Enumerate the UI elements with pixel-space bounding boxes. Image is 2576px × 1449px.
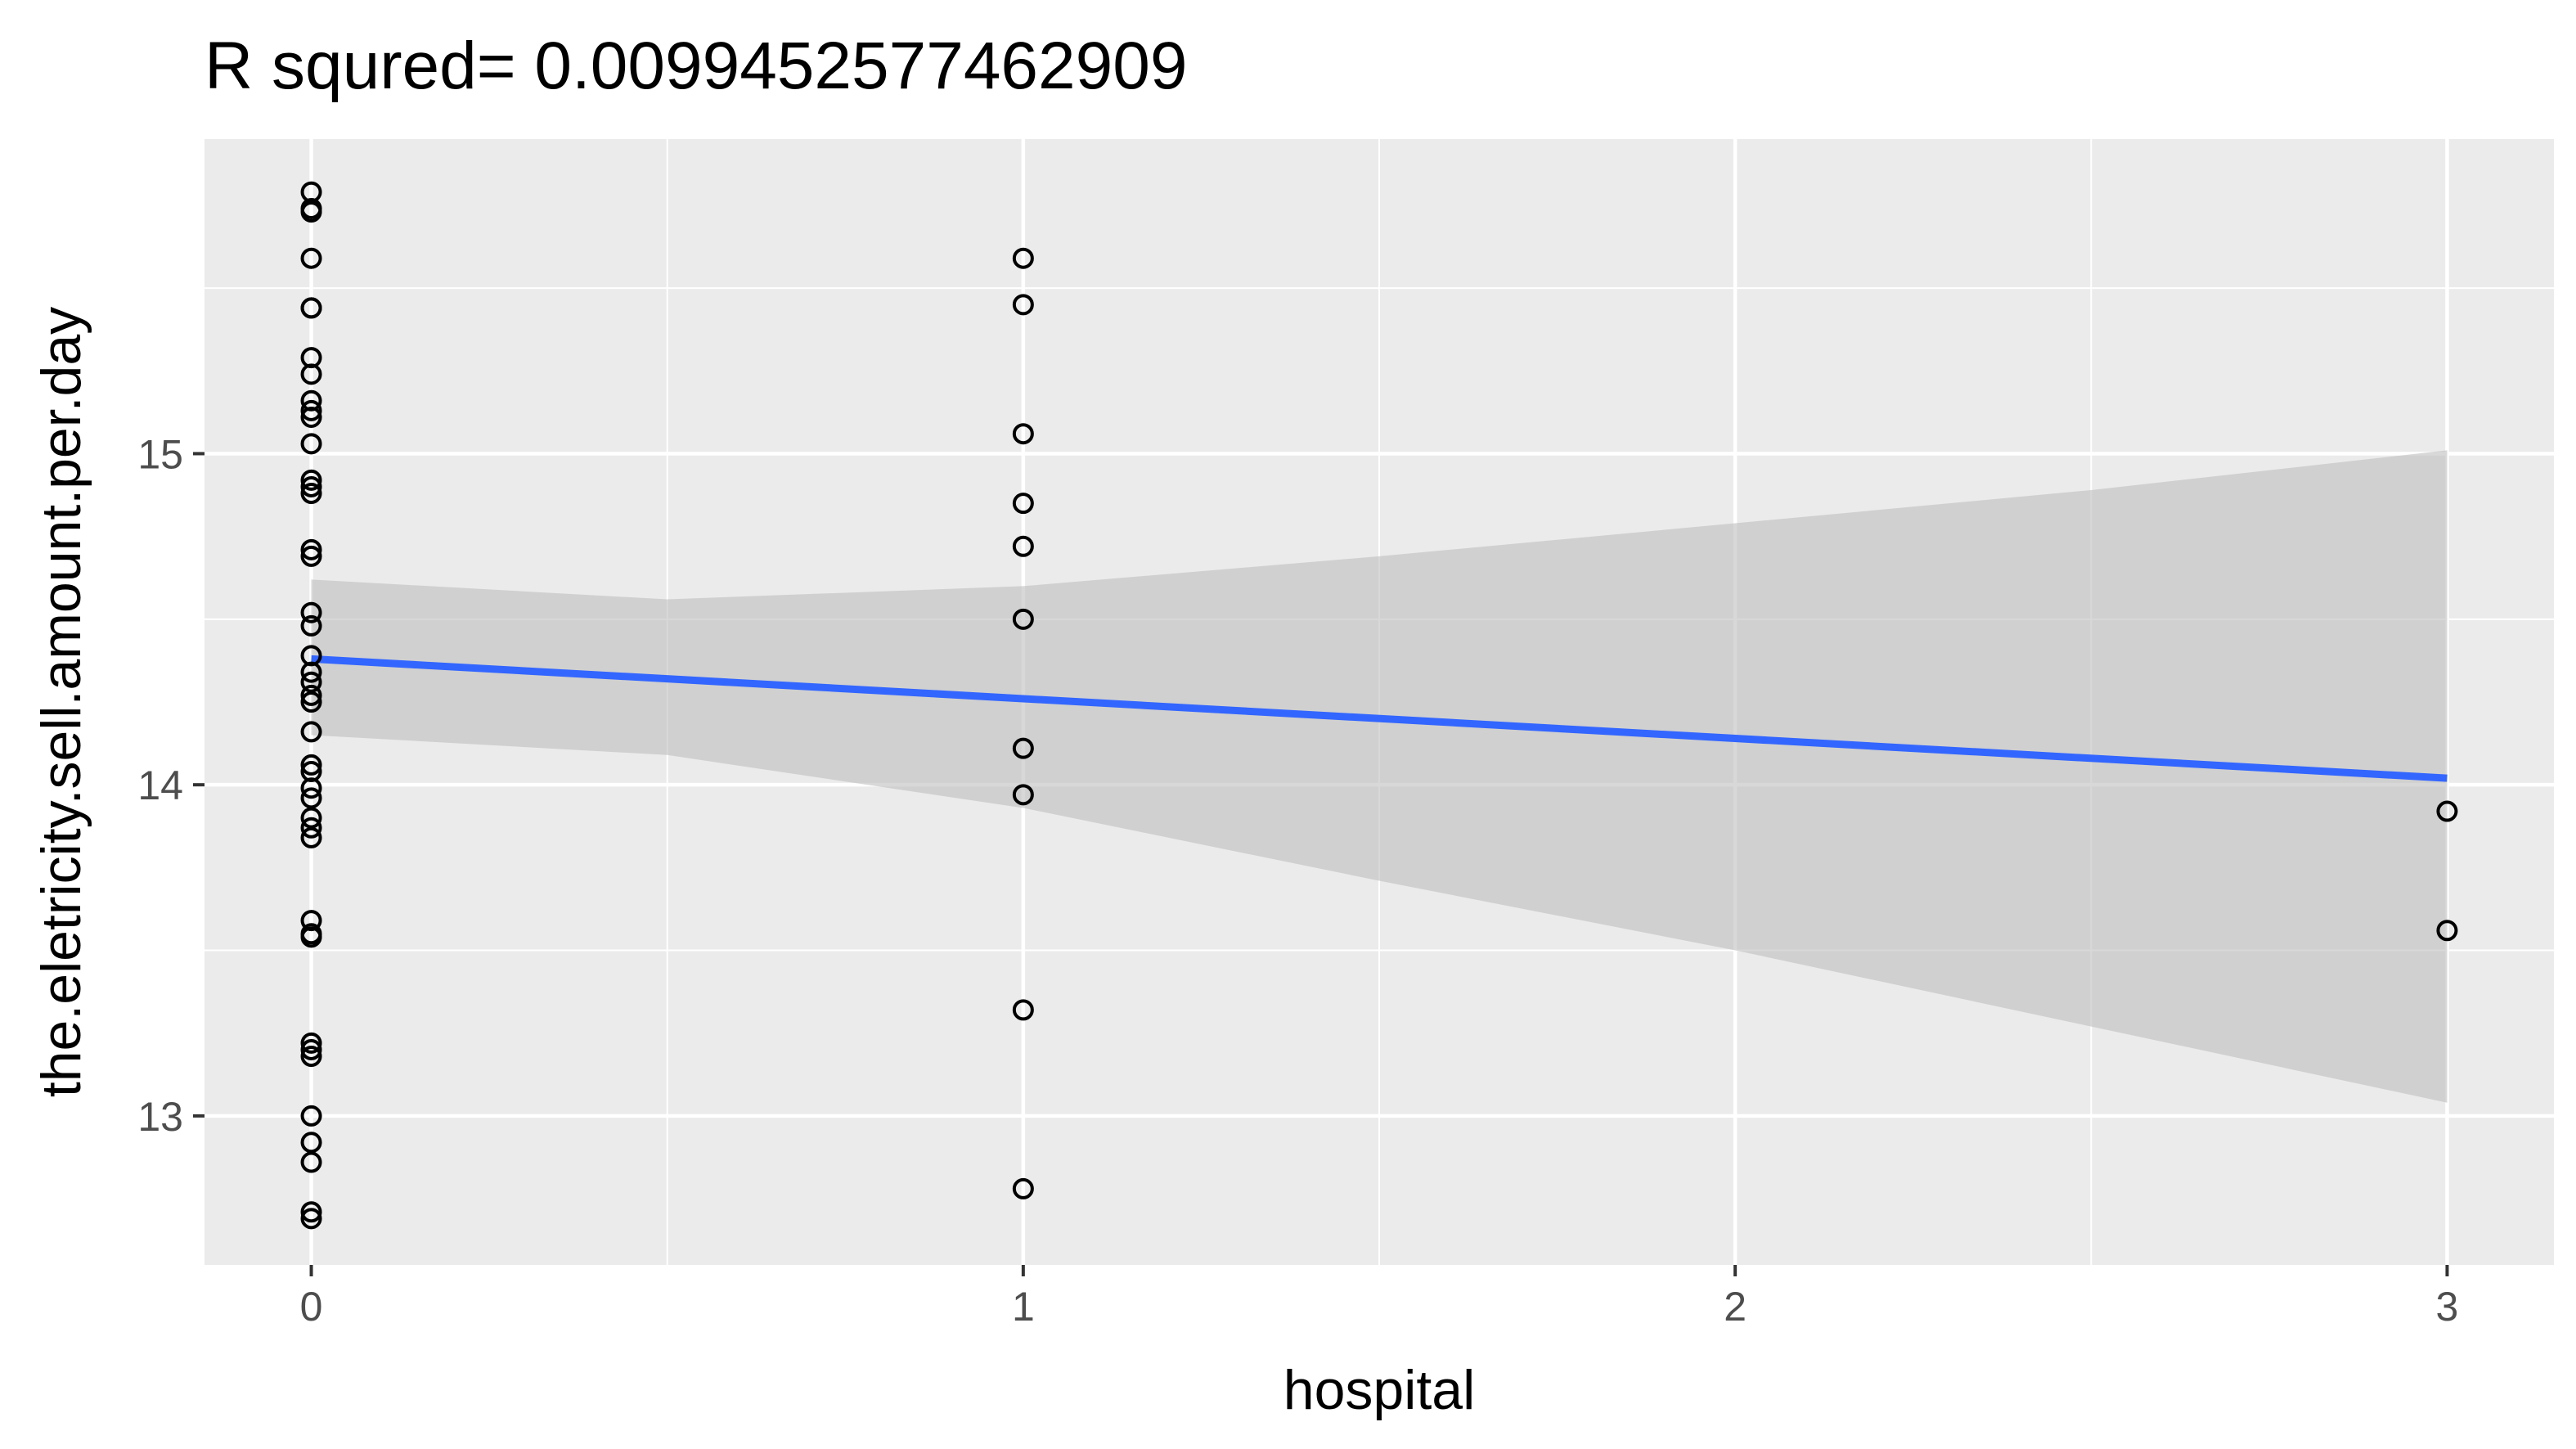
data-point: [300, 297, 322, 319]
y-tick-label: 13: [137, 1094, 183, 1140]
data-point: [300, 363, 322, 385]
data-point: [1012, 999, 1034, 1021]
x-tick-label: 3: [2436, 1284, 2459, 1330]
data-point: [300, 721, 322, 743]
data-point: [300, 926, 322, 948]
x-tick-label: 2: [1724, 1284, 1747, 1330]
data-point: [300, 1201, 322, 1223]
data-point: [300, 684, 322, 706]
data-point: [300, 826, 322, 848]
confidence-band: [311, 450, 2448, 1103]
data-point: [2436, 800, 2458, 822]
data-point: [1012, 247, 1034, 269]
data-point: [300, 399, 322, 421]
data-point: [300, 475, 322, 497]
data-point: [1012, 423, 1034, 445]
data-point: [300, 201, 322, 223]
data-point: [2436, 920, 2458, 942]
data-point: [300, 1105, 322, 1127]
data-point: [300, 1032, 322, 1054]
y-tick-label: 14: [137, 763, 183, 808]
data-point: [1012, 535, 1034, 557]
data-point: [300, 1208, 322, 1230]
x-tick-label: 1: [1012, 1284, 1035, 1330]
data-point: [300, 433, 322, 455]
data-point: [300, 538, 322, 560]
data-point: [1012, 737, 1034, 759]
data-point: [300, 661, 322, 683]
data-point: [300, 247, 322, 269]
data-point: [300, 807, 322, 829]
data-point: [1012, 1177, 1034, 1199]
data-point: [300, 1132, 322, 1154]
data-point: [300, 614, 322, 637]
data-point: [300, 817, 322, 839]
data-point: [1012, 294, 1034, 316]
data-point: [1012, 608, 1034, 630]
y-tick-label: 15: [137, 431, 183, 477]
data-point: [300, 777, 322, 799]
regression-line: [311, 655, 2448, 782]
y-axis-ticks: 13 14 15: [137, 431, 205, 1140]
data-point: [300, 671, 322, 693]
x-axis-title: hospital: [1284, 1359, 1475, 1421]
data-point: [300, 601, 322, 623]
data-point: [300, 1038, 322, 1060]
data-point: [1012, 493, 1034, 515]
data-point: [300, 1151, 322, 1173]
y-axis-title: the.eletricity.sell.amount.per.day: [30, 307, 92, 1097]
data-point: [300, 483, 322, 505]
x-axis-ticks: 0 1 2 3: [300, 1265, 2459, 1330]
data-points: [300, 181, 2458, 1230]
data-point: [300, 1046, 322, 1068]
data-point: [300, 469, 322, 491]
data-point: [300, 787, 322, 809]
data-point: [300, 691, 322, 713]
x-tick-label: 0: [300, 1284, 323, 1330]
data-point: [300, 545, 322, 567]
data-point: [1012, 784, 1034, 806]
chart-title: R squred= 0.0099452577462909: [205, 29, 1187, 103]
data-point: [300, 406, 322, 428]
data-point: [300, 754, 322, 776]
